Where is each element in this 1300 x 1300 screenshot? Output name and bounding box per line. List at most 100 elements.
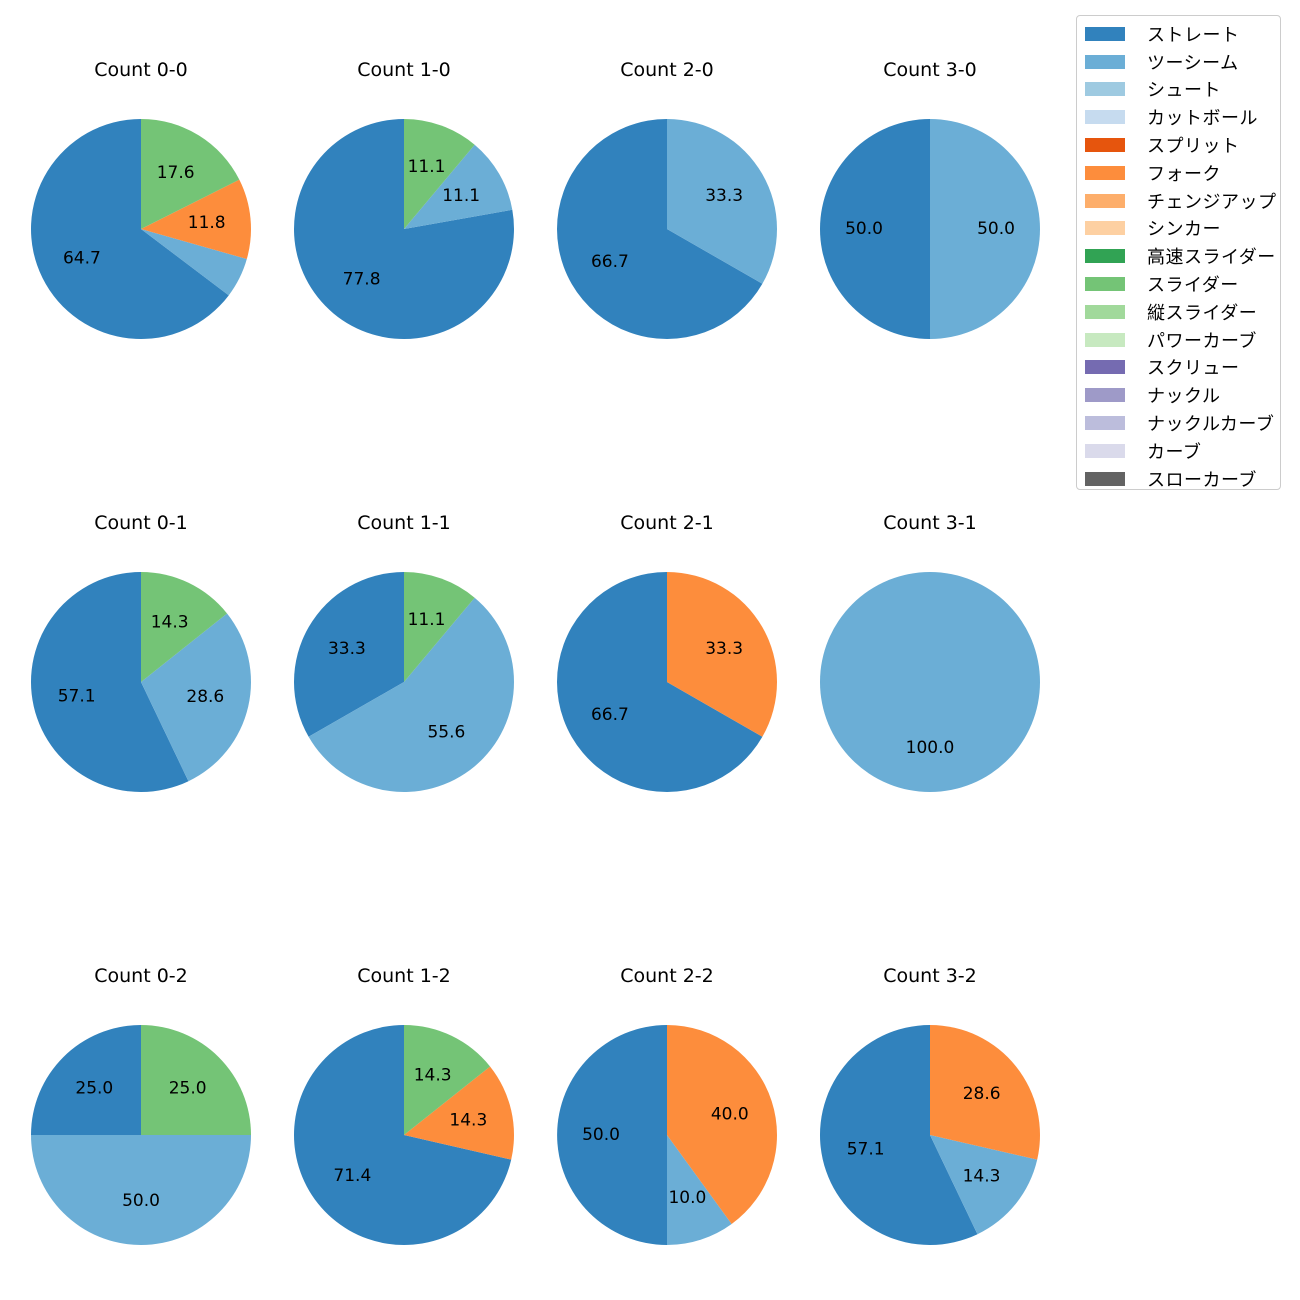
legend-item: チェンジアップ xyxy=(1077,187,1280,215)
legend-swatch xyxy=(1085,221,1125,236)
legend-label: 縦スライダー xyxy=(1147,302,1258,324)
pie-chart: Count 2-0 66.7 33.3 xyxy=(557,59,778,339)
pie-slice-label: 14.3 xyxy=(151,613,189,633)
legend-swatch xyxy=(1085,416,1125,431)
pie-slice-label: 28.6 xyxy=(186,687,224,707)
pie-slice xyxy=(141,179,251,260)
pie-slice-label: 66.7 xyxy=(591,705,629,725)
pie-title: Count 3-1 xyxy=(883,512,977,534)
pie-slice xyxy=(820,119,930,339)
pie-slice-label: 10.0 xyxy=(668,1188,706,1208)
pie-slice xyxy=(404,144,513,229)
legend-label: スクリュー xyxy=(1147,358,1240,380)
pie-slice xyxy=(30,572,189,793)
legend-item: カーブ xyxy=(1077,437,1280,465)
legend-label: チェンジアップ xyxy=(1147,191,1277,213)
pie-chart: Count 3-0 50.0 50.0 xyxy=(820,59,1040,339)
pie-slice-label: 71.4 xyxy=(333,1166,371,1186)
pie-chart: Count 0-2 25.0 50.0 25.0 xyxy=(31,965,251,1245)
pie-slice-label: 28.6 xyxy=(963,1084,1001,1104)
pie-title: Count 3-2 xyxy=(883,965,977,987)
legend-swatch xyxy=(1085,26,1125,41)
pie-slice-label: 11.1 xyxy=(408,157,446,177)
pie-slice-label: 33.3 xyxy=(328,639,366,659)
legend-label: パワーカーブ xyxy=(1147,330,1257,352)
legend-label: カーブ xyxy=(1147,441,1202,463)
pie-chart: Count 3-1 100.0 xyxy=(820,512,1040,792)
legend-item: スライダー xyxy=(1077,270,1280,298)
pie-slice xyxy=(820,572,1040,792)
pie-chart: Count 1-0 77.8 11.1 11.1 xyxy=(293,59,514,339)
pie-slice-label: 100.0 xyxy=(906,738,955,758)
legend-label: ナックル xyxy=(1147,386,1221,408)
legend-label: ストレート xyxy=(1147,24,1240,46)
pie-title: Count 2-0 xyxy=(620,59,714,81)
legend-swatch xyxy=(1085,138,1125,153)
pie-slice xyxy=(404,1066,515,1160)
legend-item: シュート xyxy=(1077,76,1280,104)
legend-swatch xyxy=(1085,82,1125,97)
pie-slice xyxy=(557,572,763,792)
pie-slice-label: 50.0 xyxy=(122,1191,160,1211)
pie-slice xyxy=(293,118,514,339)
pie-slice-label: 14.3 xyxy=(449,1110,487,1130)
pie-slice-label: 33.3 xyxy=(705,186,743,206)
legend-item: スプリット xyxy=(1077,131,1280,159)
pie-chart: Count 0-1 57.1 28.6 14.3 xyxy=(30,512,251,793)
pie-slice-label: 17.6 xyxy=(157,163,195,183)
pie-slice-label: 14.3 xyxy=(414,1066,452,1086)
legend-label: カットボール xyxy=(1147,108,1258,130)
pie-slice xyxy=(404,1025,491,1135)
pie-slice-label: 55.6 xyxy=(427,723,465,743)
legend-item: パワーカーブ xyxy=(1077,326,1280,354)
legend-swatch xyxy=(1085,304,1125,319)
pie-slice xyxy=(930,1135,1038,1235)
legend-label: ツーシーム xyxy=(1147,52,1239,74)
pie-slice-label: 40.0 xyxy=(711,1105,749,1125)
pie-slice xyxy=(930,119,1040,339)
pie-slice xyxy=(31,119,229,339)
legend-swatch xyxy=(1085,165,1125,180)
legend-label: フォーク xyxy=(1147,163,1221,185)
legend-swatch xyxy=(1085,443,1125,458)
legend-label: シュート xyxy=(1147,80,1221,102)
pie-slice xyxy=(557,1025,667,1245)
pie-title: Count 3-0 xyxy=(883,59,977,81)
pie-slice xyxy=(294,1025,512,1245)
pie-chart: Count 0-0 64.7 11.8 17.6 xyxy=(31,59,251,339)
pie-slice-label: 50.0 xyxy=(582,1125,620,1145)
pie-slice-label: 11.1 xyxy=(442,186,480,206)
pie-slice xyxy=(293,572,404,737)
pie-slice xyxy=(141,229,247,296)
pie-chart: Count 1-1 33.3 55.6 11.1 xyxy=(293,512,514,793)
pie-slice-label: 14.3 xyxy=(963,1166,1001,1186)
pie-title: Count 2-2 xyxy=(620,965,714,987)
legend-swatch xyxy=(1085,54,1125,69)
pie-slice xyxy=(141,1025,251,1135)
legend-item: ストレート xyxy=(1077,20,1280,48)
pie-title: Count 0-1 xyxy=(94,512,188,534)
legend-label: スプリット xyxy=(1147,136,1240,158)
pie-title: Count 1-2 xyxy=(357,965,451,987)
pie-slice xyxy=(308,597,514,793)
pie-slice-label: 57.1 xyxy=(847,1140,885,1160)
pie-chart: Count 2-2 50.0 10.0 40.0 xyxy=(557,965,778,1245)
legend-item: ツーシーム xyxy=(1077,48,1280,76)
pie-slice xyxy=(141,119,240,229)
pie-slice xyxy=(667,1135,732,1245)
pie-title: Count 1-0 xyxy=(357,59,451,81)
pie-chart: Count 2-1 66.7 33.3 xyxy=(557,512,778,792)
pie-title: Count 0-2 xyxy=(94,965,188,987)
pie-title: Count 2-1 xyxy=(620,512,714,534)
legend-label: シンカー xyxy=(1147,219,1221,241)
legend-label: スライダー xyxy=(1147,275,1239,297)
legend-swatch xyxy=(1085,110,1125,125)
legend-item: 高速スライダー xyxy=(1077,242,1280,270)
pie-slice-label: 11.1 xyxy=(408,610,446,630)
pie-slice xyxy=(31,1135,251,1245)
legend: ストレートツーシームシュートカットボール スプリットフォークチェンジアップ シンカー… xyxy=(1076,15,1281,491)
legend-item: 縦スライダー xyxy=(1077,298,1280,326)
pie-title: Count 0-0 xyxy=(94,59,188,81)
legend-item: カットボール xyxy=(1077,103,1280,131)
